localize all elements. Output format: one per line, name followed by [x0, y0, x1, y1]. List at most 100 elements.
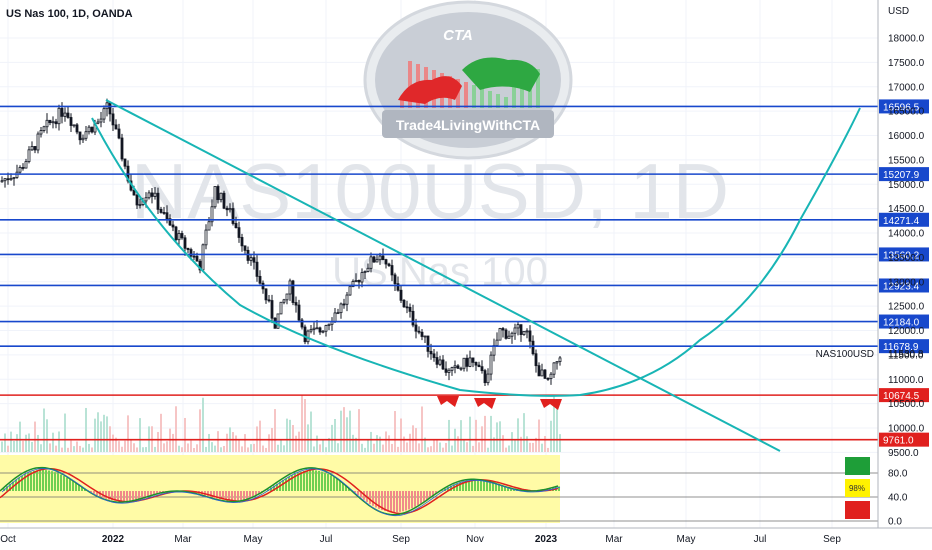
osc-hist-bar — [135, 491, 137, 500]
volume-bar — [346, 417, 348, 452]
volume-bar — [307, 424, 309, 452]
x-tick-label: Jul — [754, 534, 767, 545]
volume-bar — [64, 413, 66, 452]
volume-bar — [76, 441, 78, 452]
x-tick-label: Sep — [392, 534, 410, 545]
candle-body — [309, 329, 313, 332]
level-tag — [879, 212, 929, 227]
candle-body — [459, 367, 463, 370]
osc-hist-bar — [123, 491, 125, 501]
osc-hist-bar — [9, 483, 11, 491]
trendlines[interactable] — [91, 99, 861, 452]
volume-bar — [337, 443, 339, 452]
volume-bar — [511, 432, 513, 452]
osc-hist-bar — [33, 470, 35, 491]
osc-hist-bar — [219, 491, 221, 500]
volume-bar — [436, 440, 438, 452]
osc-hist-bar — [63, 476, 65, 491]
candle-body — [264, 288, 268, 301]
volume-bar — [52, 432, 54, 452]
level-tag — [879, 99, 929, 114]
volume-bar — [97, 412, 99, 452]
candle-body — [348, 286, 352, 296]
candle-body — [210, 206, 214, 223]
osc-hist-bar — [405, 491, 407, 511]
volume-bar — [205, 446, 207, 452]
volume-bar — [526, 436, 528, 452]
volume-bar — [487, 447, 489, 452]
cup-curve[interactable] — [91, 107, 861, 397]
candle-body — [72, 124, 76, 127]
candle-body — [543, 369, 547, 379]
osc-hist-bar — [207, 491, 209, 497]
volume-bar — [289, 419, 291, 452]
candle-body — [165, 212, 169, 220]
candle-body — [390, 265, 394, 276]
volume-bar — [46, 419, 48, 452]
volume-bar — [28, 433, 30, 452]
osc-hist-bar — [18, 477, 20, 491]
osc-hist-bar — [501, 485, 503, 491]
candle-body — [246, 249, 250, 261]
volume-bar — [172, 433, 174, 452]
volume-bar — [433, 439, 435, 452]
y-tick-label: 11500.0 — [888, 350, 924, 361]
volume-bar — [559, 434, 561, 452]
candle-body — [558, 357, 562, 362]
volume-bar — [196, 444, 198, 452]
candle-body — [288, 280, 292, 295]
candle-body — [477, 364, 481, 368]
level-label: 9761.0 — [883, 436, 914, 447]
candle-body — [456, 365, 460, 369]
level-label: 13560.2 — [883, 250, 920, 261]
signal-box-yellow — [845, 479, 870, 497]
x-tick-label: Sep — [823, 534, 841, 545]
volume-bar — [493, 437, 495, 452]
descending-trendline[interactable] — [105, 99, 781, 452]
y-tick-label: 13500.0 — [888, 253, 925, 264]
volume-bar — [547, 447, 549, 452]
volume-bar — [391, 443, 393, 452]
candle-body — [183, 237, 187, 249]
osc-hist-bar — [228, 491, 230, 501]
volume-bar — [154, 446, 156, 452]
volume-bar — [370, 431, 372, 452]
price-levels[interactable]: 16596.5 15207.9 14271.4 13560.2 12923.4 12184… — [0, 99, 929, 447]
candle-body — [495, 339, 499, 346]
volume-bar — [496, 422, 498, 452]
candle-body — [216, 186, 220, 201]
volume-bar — [160, 413, 162, 452]
volume-bar — [199, 409, 201, 452]
volume-bar — [535, 437, 537, 452]
candle-body — [468, 357, 472, 367]
candle-body — [402, 299, 406, 308]
candle-body — [414, 324, 418, 332]
candle-body — [426, 335, 430, 352]
candle-body — [57, 107, 61, 125]
osc-hist-bar — [240, 491, 242, 500]
osc-hist-bar — [465, 481, 467, 491]
volume-bar — [499, 421, 501, 452]
osc-hist-bar — [66, 477, 68, 491]
osc-hist-bar — [306, 470, 308, 491]
osc-hist-bar — [210, 491, 212, 498]
candle-body — [12, 176, 16, 179]
x-tick-label: Mar — [605, 534, 623, 545]
logo-bar — [400, 98, 404, 108]
osc-tick-label: 80.0 — [888, 469, 908, 480]
volume-bar — [349, 410, 351, 452]
volume-bar — [541, 443, 543, 452]
candle-body — [192, 255, 196, 258]
volume-bar — [16, 434, 18, 452]
volume-bar — [292, 425, 294, 452]
osc-hist-bar — [360, 491, 362, 498]
candle-body — [60, 107, 64, 117]
osc-hist-bar — [423, 491, 425, 502]
candle-body — [342, 303, 346, 306]
candle-body — [417, 330, 421, 333]
candle-body — [534, 353, 538, 367]
volume-bar — [82, 447, 84, 452]
volume-bar — [31, 441, 33, 452]
osc-hist-bar — [339, 481, 341, 491]
